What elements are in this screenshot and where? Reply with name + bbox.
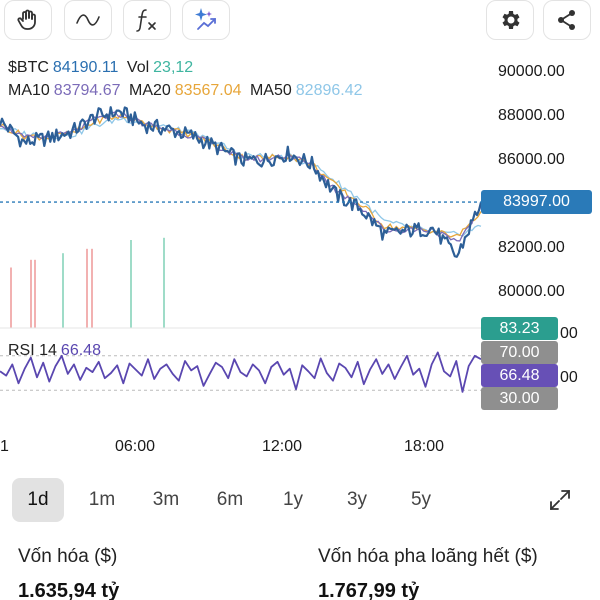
volume-bar	[62, 253, 64, 328]
chart-settings-button[interactable]	[486, 0, 534, 40]
rsi-top-tag: 83.23	[481, 317, 558, 340]
function-icon	[134, 7, 160, 33]
hand-tool-button[interactable]	[4, 0, 52, 40]
volume-bars	[10, 237, 165, 328]
ma-legend: MA10 83794.67 MA20 83567.04 MA50 82896.42	[8, 82, 367, 100]
volume-label: Vol	[126, 59, 150, 76]
rsi-30-tag: 30.00	[481, 387, 558, 410]
range-tab-1d[interactable]: 1d	[12, 478, 64, 522]
range-tab-1m[interactable]: 1m	[88, 489, 116, 510]
volume-bar	[163, 237, 165, 328]
range-tab-5y[interactable]: 5y	[410, 489, 432, 510]
volume-bar	[86, 248, 88, 328]
ma10-label: MA10	[8, 82, 50, 99]
expand-icon	[548, 488, 572, 517]
x-axis-tick-label: 12:00	[262, 438, 302, 455]
price-chart[interactable]: 90000.00 88000.00 86000.00 82000.00 80000.00…	[0, 46, 600, 460]
y-axis-tick-label: 82000.00	[498, 239, 565, 256]
price-chart-area[interactable]: 90000.00 88000.00 86000.00 82000.00 80000.00…	[0, 46, 600, 460]
rsi-path	[0, 351, 482, 393]
current-price-tag: 83997.00	[481, 190, 592, 214]
volume-bar	[91, 248, 93, 328]
hand-icon	[16, 8, 40, 32]
rsi-axis-label-bottom: 00	[560, 369, 578, 386]
volume-value: 23,12	[153, 59, 194, 76]
ma50-line	[0, 117, 482, 237]
ma10-value: 83794.67	[53, 82, 121, 99]
volume-bar	[30, 259, 32, 328]
rsi-legend: RSI 14 66.48	[8, 342, 105, 360]
ma50-value: 82896.42	[295, 82, 363, 99]
price-legend: $BTC 84190.11 Vol 23,12	[8, 59, 197, 77]
x-axis-tick-label: 18:00	[404, 438, 444, 455]
volume-bar	[10, 267, 12, 328]
share-icon	[556, 9, 578, 31]
ai-insight-button[interactable]	[182, 0, 230, 40]
symbol-label: $BTC	[8, 59, 49, 76]
rsi-label: RSI 14	[8, 342, 57, 359]
volume-bar	[34, 259, 36, 328]
x-axis-tick-label: 1	[0, 438, 9, 455]
fdv-label: Vốn hóa pha loãng hết ($)	[318, 546, 538, 567]
range-tab-1y[interactable]: 1y	[282, 489, 304, 510]
gear-icon	[498, 8, 522, 32]
indicator-function-button[interactable]	[123, 0, 171, 40]
price-line	[0, 106, 483, 258]
trend-line-tool-button[interactable]	[64, 0, 112, 40]
rsi-line	[0, 351, 482, 393]
trend-line-icon	[75, 10, 101, 30]
fdv-value: 1.767,99 tỷ	[318, 580, 420, 600]
market-cap-value: 1.635,94 tỷ	[18, 580, 120, 600]
ai-sparkle-icon	[192, 6, 220, 34]
rsi-current-tag: 66.48	[481, 364, 558, 387]
x-axis-tick-label: 06:00	[115, 438, 155, 455]
y-axis-tick-label: 88000.00	[498, 107, 565, 124]
range-tab-3y[interactable]: 3y	[346, 489, 368, 510]
fullscreen-button[interactable]	[540, 482, 580, 522]
y-axis-tick-label: 86000.00	[498, 151, 565, 168]
time-range-selector: 1d 1m 3m 6m 1y 3y 5y	[0, 478, 600, 524]
market-cap-label: Vốn hóa ($)	[18, 546, 118, 567]
range-tab-6m[interactable]: 6m	[216, 489, 244, 510]
time-x-axis: 1 06:00 12:00 18:00	[0, 438, 444, 455]
btc-price-path	[0, 106, 483, 258]
ma20-value: 83567.04	[174, 82, 242, 99]
rsi-axis-label-top: 00	[560, 325, 578, 342]
rsi-70-tag: 70.00	[481, 341, 558, 364]
rsi-value: 66.48	[60, 342, 101, 359]
ma20-label: MA20	[128, 82, 171, 99]
chart-toolbar	[0, 0, 600, 46]
volume-bar	[130, 240, 132, 328]
range-tab-3m[interactable]: 3m	[152, 489, 180, 510]
share-button[interactable]	[543, 0, 591, 40]
price-y-axis: 90000.00 88000.00 86000.00 82000.00 80000.00	[498, 63, 565, 300]
last-price-value: 84190.11	[52, 59, 119, 76]
y-axis-tick-label: 90000.00	[498, 63, 565, 80]
ma50-label: MA50	[249, 82, 292, 99]
y-axis-tick-label: 80000.00	[498, 283, 565, 300]
